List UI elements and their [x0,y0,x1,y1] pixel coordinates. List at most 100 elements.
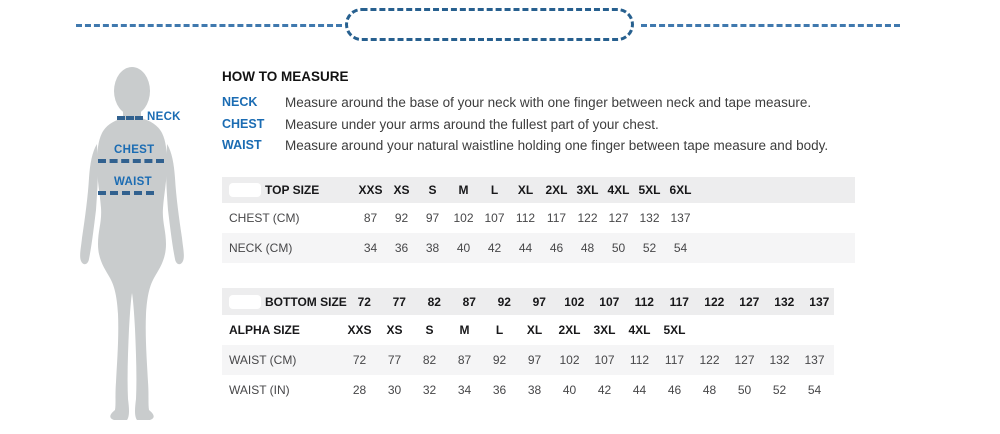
how-to-measure-section: HOW TO MEASURE NECK Measure around the b… [222,69,932,157]
measure-item-neck: NECK Measure around the base of your nec… [222,92,932,114]
size-column-header: XXS [358,183,383,197]
neck-cm-value: 46 [549,241,564,255]
chest-cm-value: 87 [363,211,378,225]
waist-dash-line [98,191,154,195]
size-column-header: 2XL [545,183,568,197]
alpha-size-value: M [459,323,470,337]
alpha-size-value: 2XL [558,323,581,337]
chest-cm-value: 122 [577,211,598,225]
chest-cm-value: 112 [515,211,536,225]
waist-in-value: 38 [527,383,542,397]
size-column-header: 122 [704,294,725,309]
waist-cm-value: 122 [699,353,720,367]
waist-in-value: 40 [562,383,577,397]
neck-cm-value: 36 [394,241,409,255]
alpha-size-value [797,323,832,337]
neck-cm-value: 48 [580,241,595,255]
measure-term-waist: WAIST [222,138,262,152]
dashed-line-right [641,24,900,27]
erased-label-patch [229,183,261,197]
waist-cm-row: WAIST (CM) 72 77 82 87 92 97 102 107 112 117 122 12… [222,345,834,375]
chest-cm-value: 132 [639,211,660,225]
waist-cm-value: 87 [457,353,472,367]
figure-neck-label: NECK [147,111,181,123]
alpha-size-value [727,323,762,337]
size-column-header: 4XL [607,183,630,197]
alpha-size-value: 3XL [593,323,616,337]
chest-cm-value: 102 [453,211,474,225]
waist-in-value: 52 [772,383,787,397]
waist-cm-value: 82 [422,353,437,367]
size-column-header: 5XL [638,183,661,197]
alpha-size-value [692,323,727,337]
neck-cm-value: 40 [456,241,471,255]
bottom-size-columns: 72 77 82 87 92 97 102 107 112 117 122 127 132 137 [347,295,837,309]
waist-in-value: 46 [667,383,682,397]
how-to-measure-title: HOW TO MEASURE [222,69,349,84]
waist-in-value: 50 [737,383,752,397]
size-column-header: 102 [564,294,585,309]
size-column-header: S [428,183,437,197]
top-size-columns: XXS XS S M L XL 2XL 3XL 4XL 5XL 6XL [355,183,696,197]
waist-cm-value: 127 [734,353,755,367]
size-column-header: 3XL [576,183,599,197]
erased-label-patch [229,294,261,309]
neck-cm-row: NECK (CM) 34 36 38 40 42 44 46 48 50 52 54 [222,233,855,263]
waist-cm-value: 137 [804,353,825,367]
figure-waist-label: WAIST [114,176,152,188]
size-column-header: 87 [462,294,476,309]
waist-cm-value: 107 [594,353,615,367]
top-size-table: TOP SIZE XXS XS S M L XL 2XL 3XL 4XL 5XL 6XL CHEST… [222,177,855,263]
neck-cm-value: 50 [611,241,626,255]
waist-in-row: WAIST (IN) 28 30 32 34 36 38 40 42 44 46 48 50 52 54 [222,375,834,405]
size-column-header: 137 [809,294,830,309]
dashed-line-left [76,24,342,27]
neck-cm-label: NECK (CM) [229,241,293,255]
waist-in-value: 32 [422,383,437,397]
waist-cm-value: 72 [352,353,367,367]
neck-cm-values: 34 36 38 40 42 44 46 48 50 52 54 [355,241,696,255]
size-column-header: 107 [599,294,620,309]
bottom-size-header-label-cell: BOTTOM SIZE [222,294,347,309]
waist-cm-values: 72 77 82 87 92 97 102 107 112 117 122 127 132 137 [342,353,832,367]
chest-dash-line [98,159,164,163]
neck-cm-value: 34 [363,241,378,255]
size-column-header: 82 [427,294,441,309]
neck-dash-line [117,116,143,120]
size-column-header: M [458,183,469,197]
bottom-size-header-label: BOTTOM SIZE [265,294,347,309]
chest-cm-value: 117 [546,211,567,225]
top-size-header-row: TOP SIZE XXS XS S M L XL 2XL 3XL 4XL 5XL 6XL [222,177,855,203]
waist-in-value: 44 [632,383,647,397]
alpha-size-values: XXS XS S M L XL 2XL 3XL 4XL 5XL [342,323,832,337]
size-column-header: 92 [497,294,511,309]
measure-item-waist: WAIST Measure around your natural waistl… [222,135,932,157]
waist-cm-value: 77 [387,353,402,367]
waist-cm-value: 102 [559,353,580,367]
measure-term-neck: NECK [222,95,258,109]
figure-chest-label: CHEST [114,144,155,156]
waist-in-value: 36 [492,383,507,397]
top-size-header-label: TOP SIZE [265,183,320,197]
waist-in-value: 34 [457,383,472,397]
measure-term-chest: CHEST [222,116,265,131]
size-column-header: L [490,183,499,197]
size-column-header: XL [517,183,534,197]
size-column-header: 112 [634,294,654,309]
waist-in-value: 48 [702,383,717,397]
alpha-size-value: S [425,323,434,337]
bottom-size-header-row: BOTTOM SIZE 72 77 82 87 92 97 102 107 112 117 122 1… [222,288,834,315]
alpha-size-value: XS [386,323,403,337]
waist-in-value: 28 [352,383,367,397]
waist-cm-label: WAIST (CM) [229,353,297,367]
neck-cm-value: 52 [642,241,657,255]
alpha-size-value: L [495,323,504,337]
bottom-size-table: BOTTOM SIZE 72 77 82 87 92 97 102 107 112 117 122 1… [222,288,834,405]
alpha-size-value [762,323,797,337]
neck-cm-value: 44 [518,241,533,255]
waist-cm-value: 112 [629,353,650,367]
chest-cm-label: CHEST (CM) [229,211,300,225]
alpha-size-value: XL [526,323,543,337]
waist-cm-value: 117 [664,353,685,367]
